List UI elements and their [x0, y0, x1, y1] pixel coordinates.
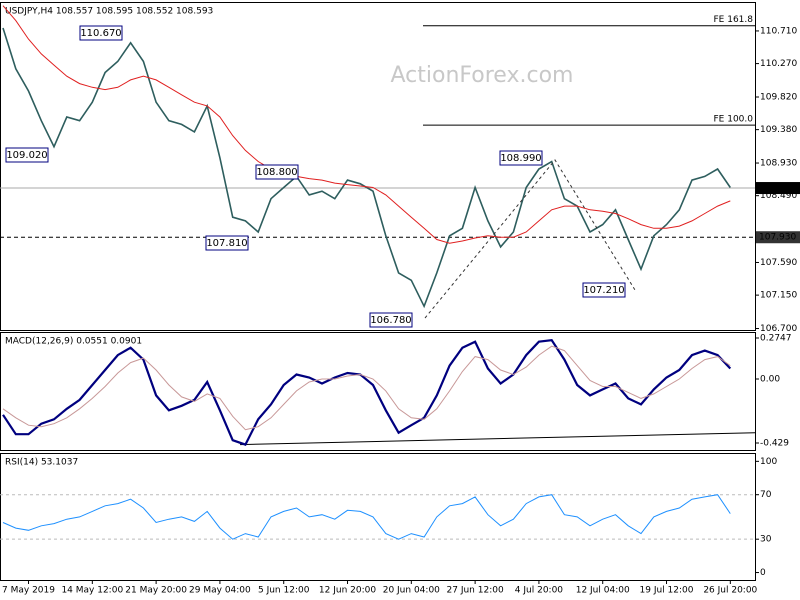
y-tick-label: 109.820 [760, 92, 797, 102]
series-line [2, 345, 731, 431]
fib-label: FE 100.0 [714, 115, 754, 125]
x-tick-label: 14 May 12:00 [61, 586, 123, 596]
y-tick-label: 110.710 [760, 26, 797, 36]
price-badge-label: 108.593 [759, 184, 796, 194]
annotation: 108.990 [500, 153, 541, 164]
x-tick-label: 19 Jul 12:00 [640, 586, 694, 596]
panel-frame [0, 453, 756, 581]
x-tick-label: 5 Jun 12:00 [258, 586, 310, 596]
swing-line [424, 159, 636, 319]
y-tick-label: -0.429 [760, 438, 789, 448]
series-line [2, 27, 731, 309]
x-tick-label: 26 Jul 20:00 [703, 586, 757, 596]
x-tick-label: 27 Jun 12:00 [447, 586, 504, 596]
price-badge [756, 231, 800, 244]
y-tick-label: 107.150 [760, 291, 797, 301]
panel-title: RSI(14) 53.1037 [5, 458, 78, 468]
x-tick-label: 4 Jul 20:00 [515, 586, 564, 596]
y-tick-label: 106.700 [760, 324, 797, 334]
x-tick-label: 12 Jun 20:00 [319, 586, 376, 596]
series-line [2, 494, 731, 540]
x-tick-label: 7 May 2019 [2, 586, 55, 596]
annotation-box [79, 25, 123, 41]
panel-title: MACD(12,26,9) 0.0551 0.0901 [5, 337, 142, 347]
annotation-box [499, 150, 543, 166]
annotation: 109.020 [6, 150, 47, 161]
y-tick-label: 108.930 [760, 159, 797, 169]
y-tick-label: 70 [760, 490, 772, 500]
fib-label: FE 161.8 [714, 15, 754, 25]
annotation: 108.800 [256, 167, 297, 178]
price-badge [756, 182, 800, 195]
annotation-box [369, 312, 413, 328]
y-tick-label: 108.490 [760, 191, 797, 201]
panel-frame [0, 2, 756, 331]
price-badge-label: 107.930 [759, 233, 796, 243]
annotation: 106.780 [370, 315, 411, 326]
y-tick-label: 109.380 [760, 125, 797, 135]
y-tick-label: 110.270 [760, 59, 797, 69]
annotation-box [255, 164, 299, 180]
x-tick-label: 29 May 04:00 [189, 586, 251, 596]
annotation: 107.810 [206, 238, 247, 249]
annotation-box [5, 147, 49, 163]
y-tick-label: 0.00 [760, 374, 780, 384]
x-tick-label: 12 Jul 04:00 [576, 586, 630, 596]
y-tick-label: 100 [760, 457, 777, 467]
x-tick-label: 21 May 20:00 [125, 586, 187, 596]
series-line [2, 5, 731, 244]
panel-title: USDJPY,H4 108.557 108.595 108.552 108.59… [5, 7, 213, 17]
y-tick-label: 0.2747 [760, 334, 792, 344]
annotation: 110.670 [80, 28, 121, 39]
y-tick-label: 107.590 [760, 258, 797, 268]
y-tick-label: 0 [760, 568, 766, 578]
panel-frame [0, 332, 756, 451]
x-tick-label: 20 Jun 04:00 [383, 586, 440, 596]
trendline [239, 432, 756, 446]
annotation: 107.210 [583, 285, 624, 296]
annotation-box [205, 235, 249, 251]
annotation-box [582, 282, 626, 298]
watermark: ActionForex.com [391, 63, 574, 88]
y-tick-label: 30 [760, 535, 772, 545]
